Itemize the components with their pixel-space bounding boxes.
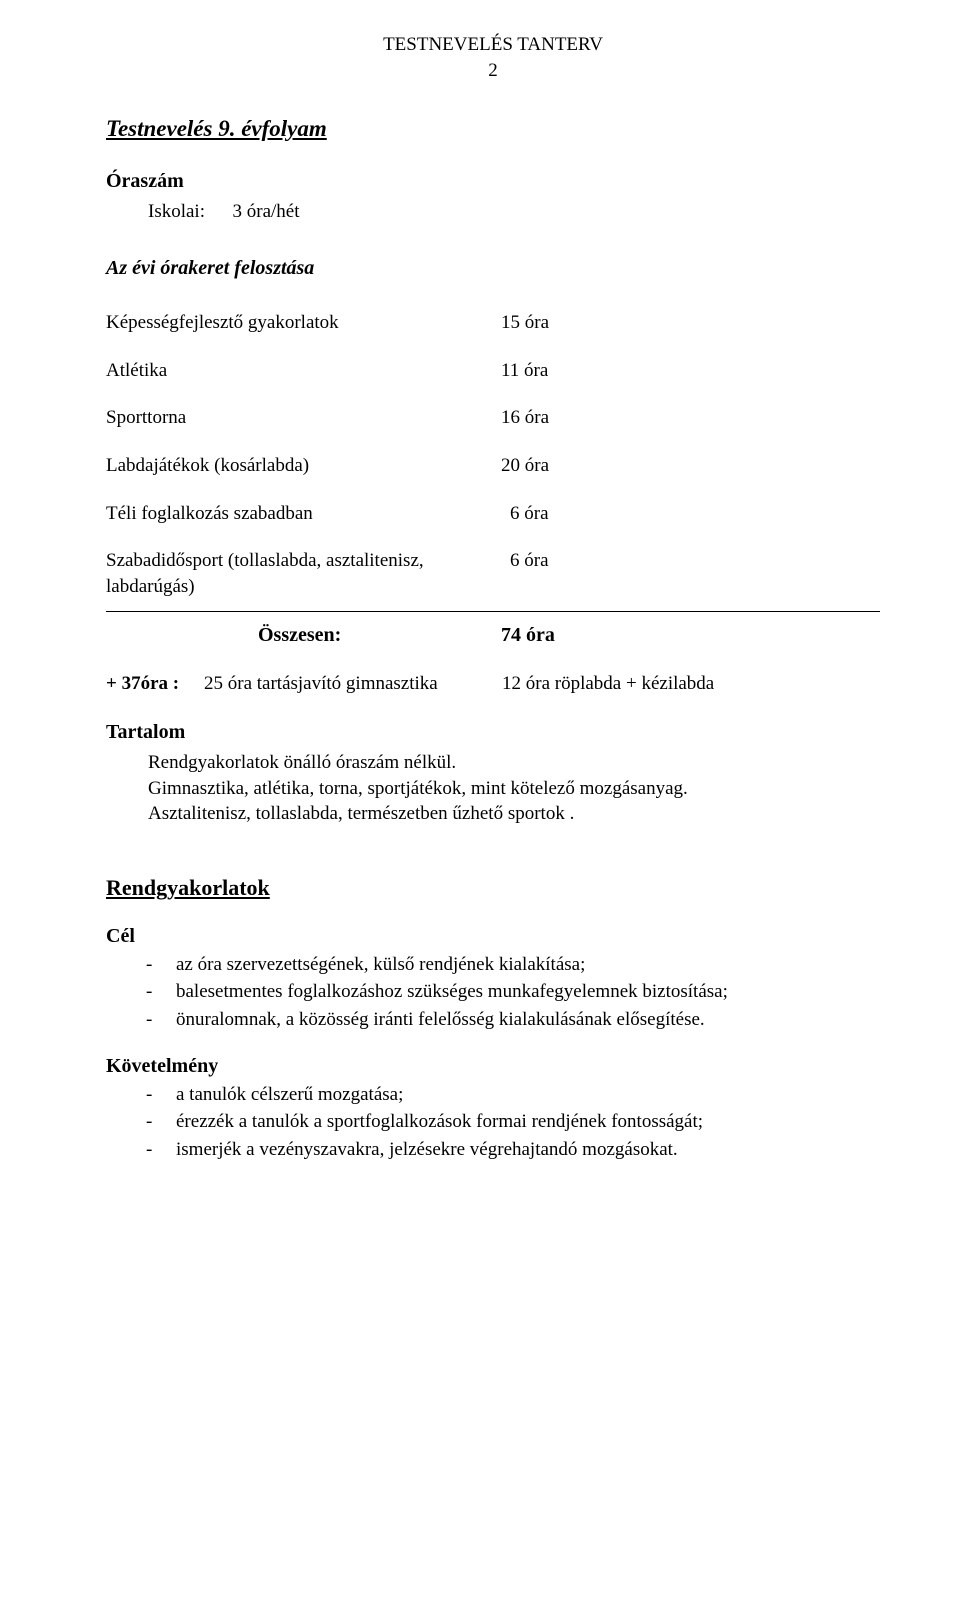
kov-item: ismerjék a vezényszavakra, jelzésekre vé… bbox=[176, 1137, 880, 1163]
alloc-row: Képességfejlesztő gyakorlatok 15 óra bbox=[106, 310, 880, 336]
oraszam-title: Óraszám bbox=[106, 168, 880, 195]
summary-value: 74 óra bbox=[501, 622, 621, 649]
cel-item: balesetmentes foglalkozáshoz szükséges m… bbox=[176, 979, 880, 1005]
tartalom-line: Asztalitenisz, tollaslabda, természetben… bbox=[148, 801, 880, 827]
kovetelmeny-title: Követelmény bbox=[106, 1053, 880, 1080]
summary-label: Összesen: bbox=[258, 622, 501, 649]
allocation-table: Képességfejlesztő gyakorlatok 15 óra Atl… bbox=[106, 310, 880, 599]
alloc-label: Téli foglalkozás szabadban bbox=[106, 501, 501, 527]
oraszam-section: Óraszám Iskolai: 3 óra/hét bbox=[106, 168, 880, 225]
alloc-label: Képességfejlesztő gyakorlatok bbox=[106, 310, 501, 336]
document-title: Testnevelés 9. évfolyam bbox=[106, 113, 880, 144]
alloc-row: Labdajátékok (kosárlabda) 20 óra bbox=[106, 453, 880, 479]
felosztas-title: Az évi órakeret felosztása bbox=[106, 255, 880, 282]
kovetelmeny-section: Követelmény a tanulók célszerű mozgatása… bbox=[106, 1053, 880, 1163]
spacer bbox=[106, 622, 258, 649]
alloc-row: Atlétika 11 óra bbox=[106, 358, 880, 384]
alloc-value: 6 óra bbox=[501, 501, 621, 527]
alloc-value: 20 óra bbox=[501, 453, 621, 479]
tartalom-body: Rendgyakorlatok önálló óraszám nélkül. G… bbox=[106, 750, 880, 827]
header-line1: TESTNEVELÉS TANTERV bbox=[106, 32, 880, 58]
cel-item: önuralomnak, a közösség iránti felelőssé… bbox=[176, 1007, 880, 1033]
kov-item: a tanulók célszerű mozgatása; bbox=[176, 1082, 880, 1108]
alloc-row: Téli foglalkozás szabadban 6 óra bbox=[106, 501, 880, 527]
iskolai-value: 3 óra/hét bbox=[233, 201, 300, 222]
cel-title: Cél bbox=[106, 923, 880, 950]
alloc-value: 15 óra bbox=[501, 310, 621, 336]
tartalom-line: Gimnasztika, atlétika, torna, sportjáték… bbox=[148, 776, 880, 802]
alloc-label: Sporttorna bbox=[106, 405, 501, 431]
rendgyakorlatok-title: Rendgyakorlatok bbox=[106, 873, 880, 903]
tartalom-line: Rendgyakorlatok önálló óraszám nélkül. bbox=[148, 750, 880, 776]
kov-item: érezzék a tanulók a sportfoglalkozások f… bbox=[176, 1109, 880, 1135]
summary-row: Összesen: 74 óra bbox=[106, 622, 880, 649]
iskolai-label: Iskolai: bbox=[148, 201, 205, 222]
extra-row: + 37óra : 25 óra tartásjavító gimnasztik… bbox=[106, 671, 880, 697]
alloc-label: Labdajátékok (kosárlabda) bbox=[106, 453, 501, 479]
running-header: TESTNEVELÉS TANTERV 2 bbox=[106, 32, 880, 83]
alloc-label: Atlétika bbox=[106, 358, 501, 384]
alloc-value: 6 óra bbox=[501, 548, 621, 599]
tartalom-section: Tartalom Rendgyakorlatok önálló óraszám … bbox=[106, 719, 880, 827]
alloc-row: Sporttorna 16 óra bbox=[106, 405, 880, 431]
cel-list: az óra szervezettségének, külső rendjéne… bbox=[106, 952, 880, 1033]
alloc-label: Szabadidősport (tollaslabda, asztaliteni… bbox=[106, 548, 501, 599]
extra-right: 12 óra röplabda + kézilabda bbox=[502, 671, 880, 697]
oraszam-row: Iskolai: 3 óra/hét bbox=[106, 199, 880, 225]
extra-prefix: + 37óra : bbox=[106, 671, 204, 697]
extra-middle: 25 óra tartásjavító gimnasztika bbox=[204, 671, 502, 697]
cel-item: az óra szervezettségének, külső rendjéne… bbox=[176, 952, 880, 978]
cel-section: Cél az óra szervezettségének, külső rend… bbox=[106, 923, 880, 1033]
alloc-value: 16 óra bbox=[501, 405, 621, 431]
alloc-row: Szabadidősport (tollaslabda, asztaliteni… bbox=[106, 548, 880, 599]
alloc-value: 11 óra bbox=[501, 358, 621, 384]
tartalom-title: Tartalom bbox=[106, 719, 880, 746]
divider-line bbox=[106, 611, 880, 612]
kovetelmeny-list: a tanulók célszerű mozgatása; érezzék a … bbox=[106, 1082, 880, 1163]
header-page-number: 2 bbox=[106, 58, 880, 84]
